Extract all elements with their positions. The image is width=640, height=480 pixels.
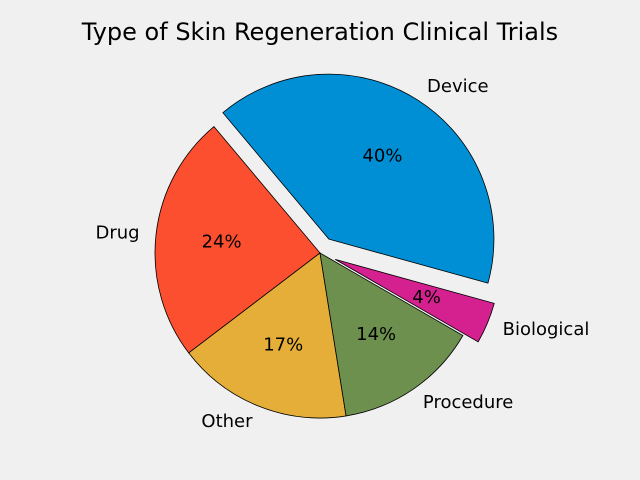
pie-label-drug: Drug bbox=[96, 222, 140, 243]
pie-slice-device bbox=[222, 73, 495, 284]
pie-pct-label-procedure: 14% bbox=[356, 324, 396, 345]
pie-pct-label-biological: 4% bbox=[412, 287, 441, 308]
pie-pct-label-device: 40% bbox=[362, 145, 402, 166]
pie-label-procedure: Procedure bbox=[423, 392, 513, 413]
pie-label-other: Other bbox=[201, 411, 253, 432]
pie-slice-drug bbox=[154, 126, 321, 354]
pie-label-device: Device bbox=[427, 76, 489, 97]
pie-labels: 4% Biological 40% Device 24% Drug 17% Other 14% P… bbox=[96, 76, 590, 432]
pie-slice-biological bbox=[335, 258, 495, 343]
pie-slice-procedure bbox=[319, 252, 464, 417]
pie-pct-label-drug: 24% bbox=[202, 232, 242, 253]
chart-title: Type of Skin Regeneration Clinical Trial… bbox=[81, 18, 558, 46]
pie-slice-other bbox=[188, 252, 347, 419]
pie-pct-label-other: 17% bbox=[263, 334, 303, 355]
pie-label-biological: Biological bbox=[503, 319, 590, 340]
pie-slices bbox=[154, 73, 495, 419]
